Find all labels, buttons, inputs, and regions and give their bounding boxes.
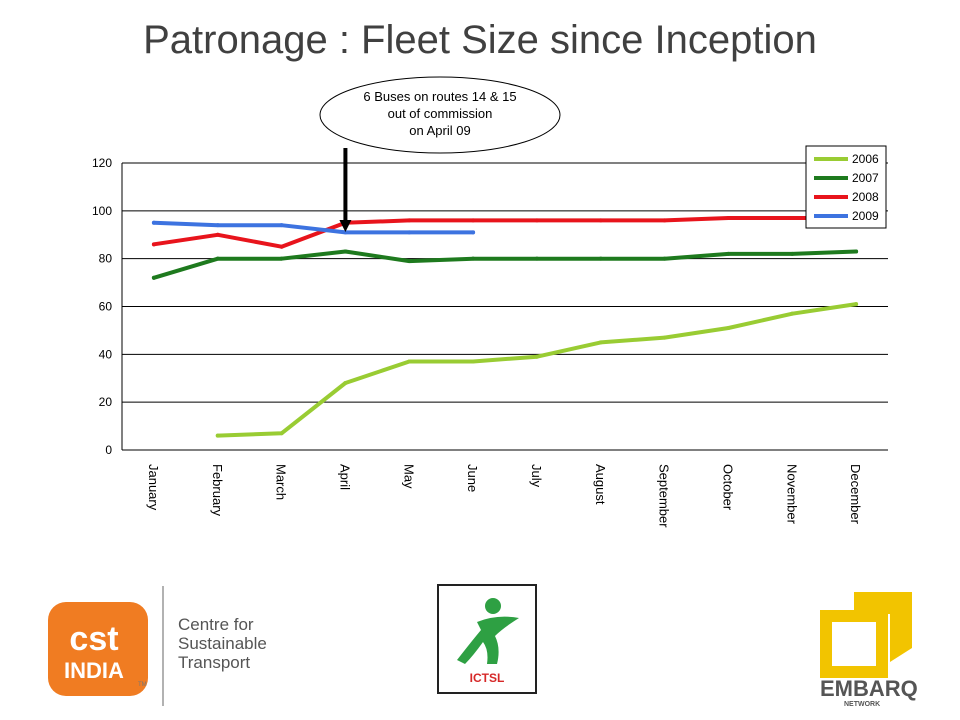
legend: 2006 2007 2008 2009 (805, 145, 887, 229)
point-2009-january (151, 220, 156, 225)
point-2007-december (854, 249, 859, 254)
x-tick-label-november: November (784, 464, 799, 525)
legend-label-2009: 2009 (852, 209, 879, 223)
embarq-logo-sub: NETWORK (844, 701, 880, 708)
x-tick-label-september: September (657, 464, 672, 528)
cst-name-line-1: Centre for (178, 615, 254, 634)
x-tick-label-february: February (210, 464, 225, 517)
point-2008-june (471, 218, 476, 223)
x-tick-label-january: January (146, 464, 161, 511)
y-tick-labels: 0 20 40 60 80 100 120 (92, 156, 112, 457)
series-line-2007 (151, 249, 859, 280)
point-2008-january (151, 242, 156, 247)
legend-label-2007: 2007 (852, 171, 879, 185)
series-line-2008 (151, 216, 859, 249)
ictsl-logo-text: ICTSL (470, 671, 505, 685)
annotation: 6 Buses on routes 14 & 15 out of commissi… (319, 76, 561, 232)
point-2007-june (471, 256, 476, 261)
axes (121, 163, 888, 451)
point-2007-february (215, 256, 220, 261)
point-2006-february (215, 433, 220, 438)
series-line-2009 (151, 220, 476, 235)
y-tick-label-100: 100 (92, 204, 112, 218)
y-tick-label-0: 0 (105, 443, 112, 457)
annotation-line-2: out of commission (388, 106, 493, 121)
annotation-line-3: on April 09 (409, 123, 470, 138)
point-2009-march (279, 223, 284, 228)
annotation-arrow-head (339, 220, 352, 232)
cst-logo-mark: cst (69, 620, 118, 658)
point-2007-may (407, 259, 412, 264)
embarq-logo: EMBARQ NETWORK (820, 592, 918, 708)
annotation-bubble (319, 76, 561, 154)
point-2006-october (726, 326, 731, 331)
point-2008-may (407, 218, 412, 223)
y-tick-label-20: 20 (99, 395, 113, 409)
point-2007-august (598, 256, 603, 261)
legend-label-2008: 2008 (852, 190, 879, 204)
grid-lines (122, 162, 888, 451)
x-tick-label-july: July (529, 464, 544, 488)
page-title: Patronage : Fleet Size since Inception (143, 18, 817, 62)
point-2006-july (534, 354, 539, 359)
point-2006-april (343, 381, 348, 386)
x-tick-label-march: March (274, 464, 289, 500)
y-tick-label-80: 80 (99, 252, 113, 266)
point-2006-may (407, 359, 412, 364)
ictsl-logo: ICTSL (437, 584, 537, 694)
x-tick-label-june: June (465, 464, 480, 492)
ictsl-logo-figure (457, 616, 519, 664)
cst-name-line-3: Transport (178, 653, 250, 672)
x-tick-label-december: December (848, 464, 863, 525)
cst-name-line-2: Sustainable (178, 634, 267, 653)
series-line-2006 (215, 302, 859, 438)
cst-logo-sub: INDIA (64, 658, 124, 683)
point-2006-march (279, 431, 284, 436)
point-2008-august (598, 218, 603, 223)
point-2008-november (790, 216, 795, 221)
embarq-logo-back (854, 592, 912, 662)
y-tick-label-60: 60 (99, 300, 113, 314)
point-2009-april (343, 230, 348, 235)
point-2006-december (854, 302, 859, 307)
x-tick-labels: January February March April May June July Augu… (146, 464, 863, 528)
point-2007-april (343, 249, 348, 254)
cst-logo-square (48, 602, 148, 696)
point-2007-september (662, 256, 667, 261)
embarq-logo-front (820, 610, 888, 678)
chart: 0 20 40 60 80 100 120 January February March Apri… (92, 76, 888, 528)
point-2006-august (598, 340, 603, 345)
point-2008-september (662, 218, 667, 223)
x-tick-label-august: August (593, 464, 608, 505)
point-2006-june (471, 359, 476, 364)
point-2007-july (534, 256, 539, 261)
cst-logo-tm: TM (138, 682, 147, 688)
x-tick-label-may: May (401, 464, 416, 489)
point-2009-february (215, 223, 220, 228)
point-2007-november (790, 251, 795, 256)
point-2008-march (279, 244, 284, 249)
x-tick-label-april: April (337, 464, 352, 490)
y-tick-label-40: 40 (99, 347, 113, 361)
point-2009-may (407, 230, 412, 235)
point-2008-february (215, 232, 220, 237)
point-2008-july (534, 218, 539, 223)
point-2006-november (790, 311, 795, 316)
point-2007-october (726, 251, 731, 256)
point-2006-september (662, 335, 667, 340)
ictsl-logo-head (485, 598, 501, 614)
embarq-logo-name: EMBARQ (820, 676, 918, 701)
point-2009-june (471, 230, 476, 235)
point-2007-january (151, 275, 156, 280)
point-2007-march (279, 256, 284, 261)
cst-india-logo: cst INDIA TM Centre for Sustainable Tran… (48, 586, 267, 706)
annotation-line-1: 6 Buses on routes 14 & 15 (363, 89, 516, 104)
series-lines (151, 216, 859, 438)
point-2008-october (726, 216, 731, 221)
x-tick-label-october: October (720, 464, 735, 511)
y-tick-label-120: 120 (92, 156, 112, 170)
legend-label-2006: 2006 (852, 152, 879, 166)
